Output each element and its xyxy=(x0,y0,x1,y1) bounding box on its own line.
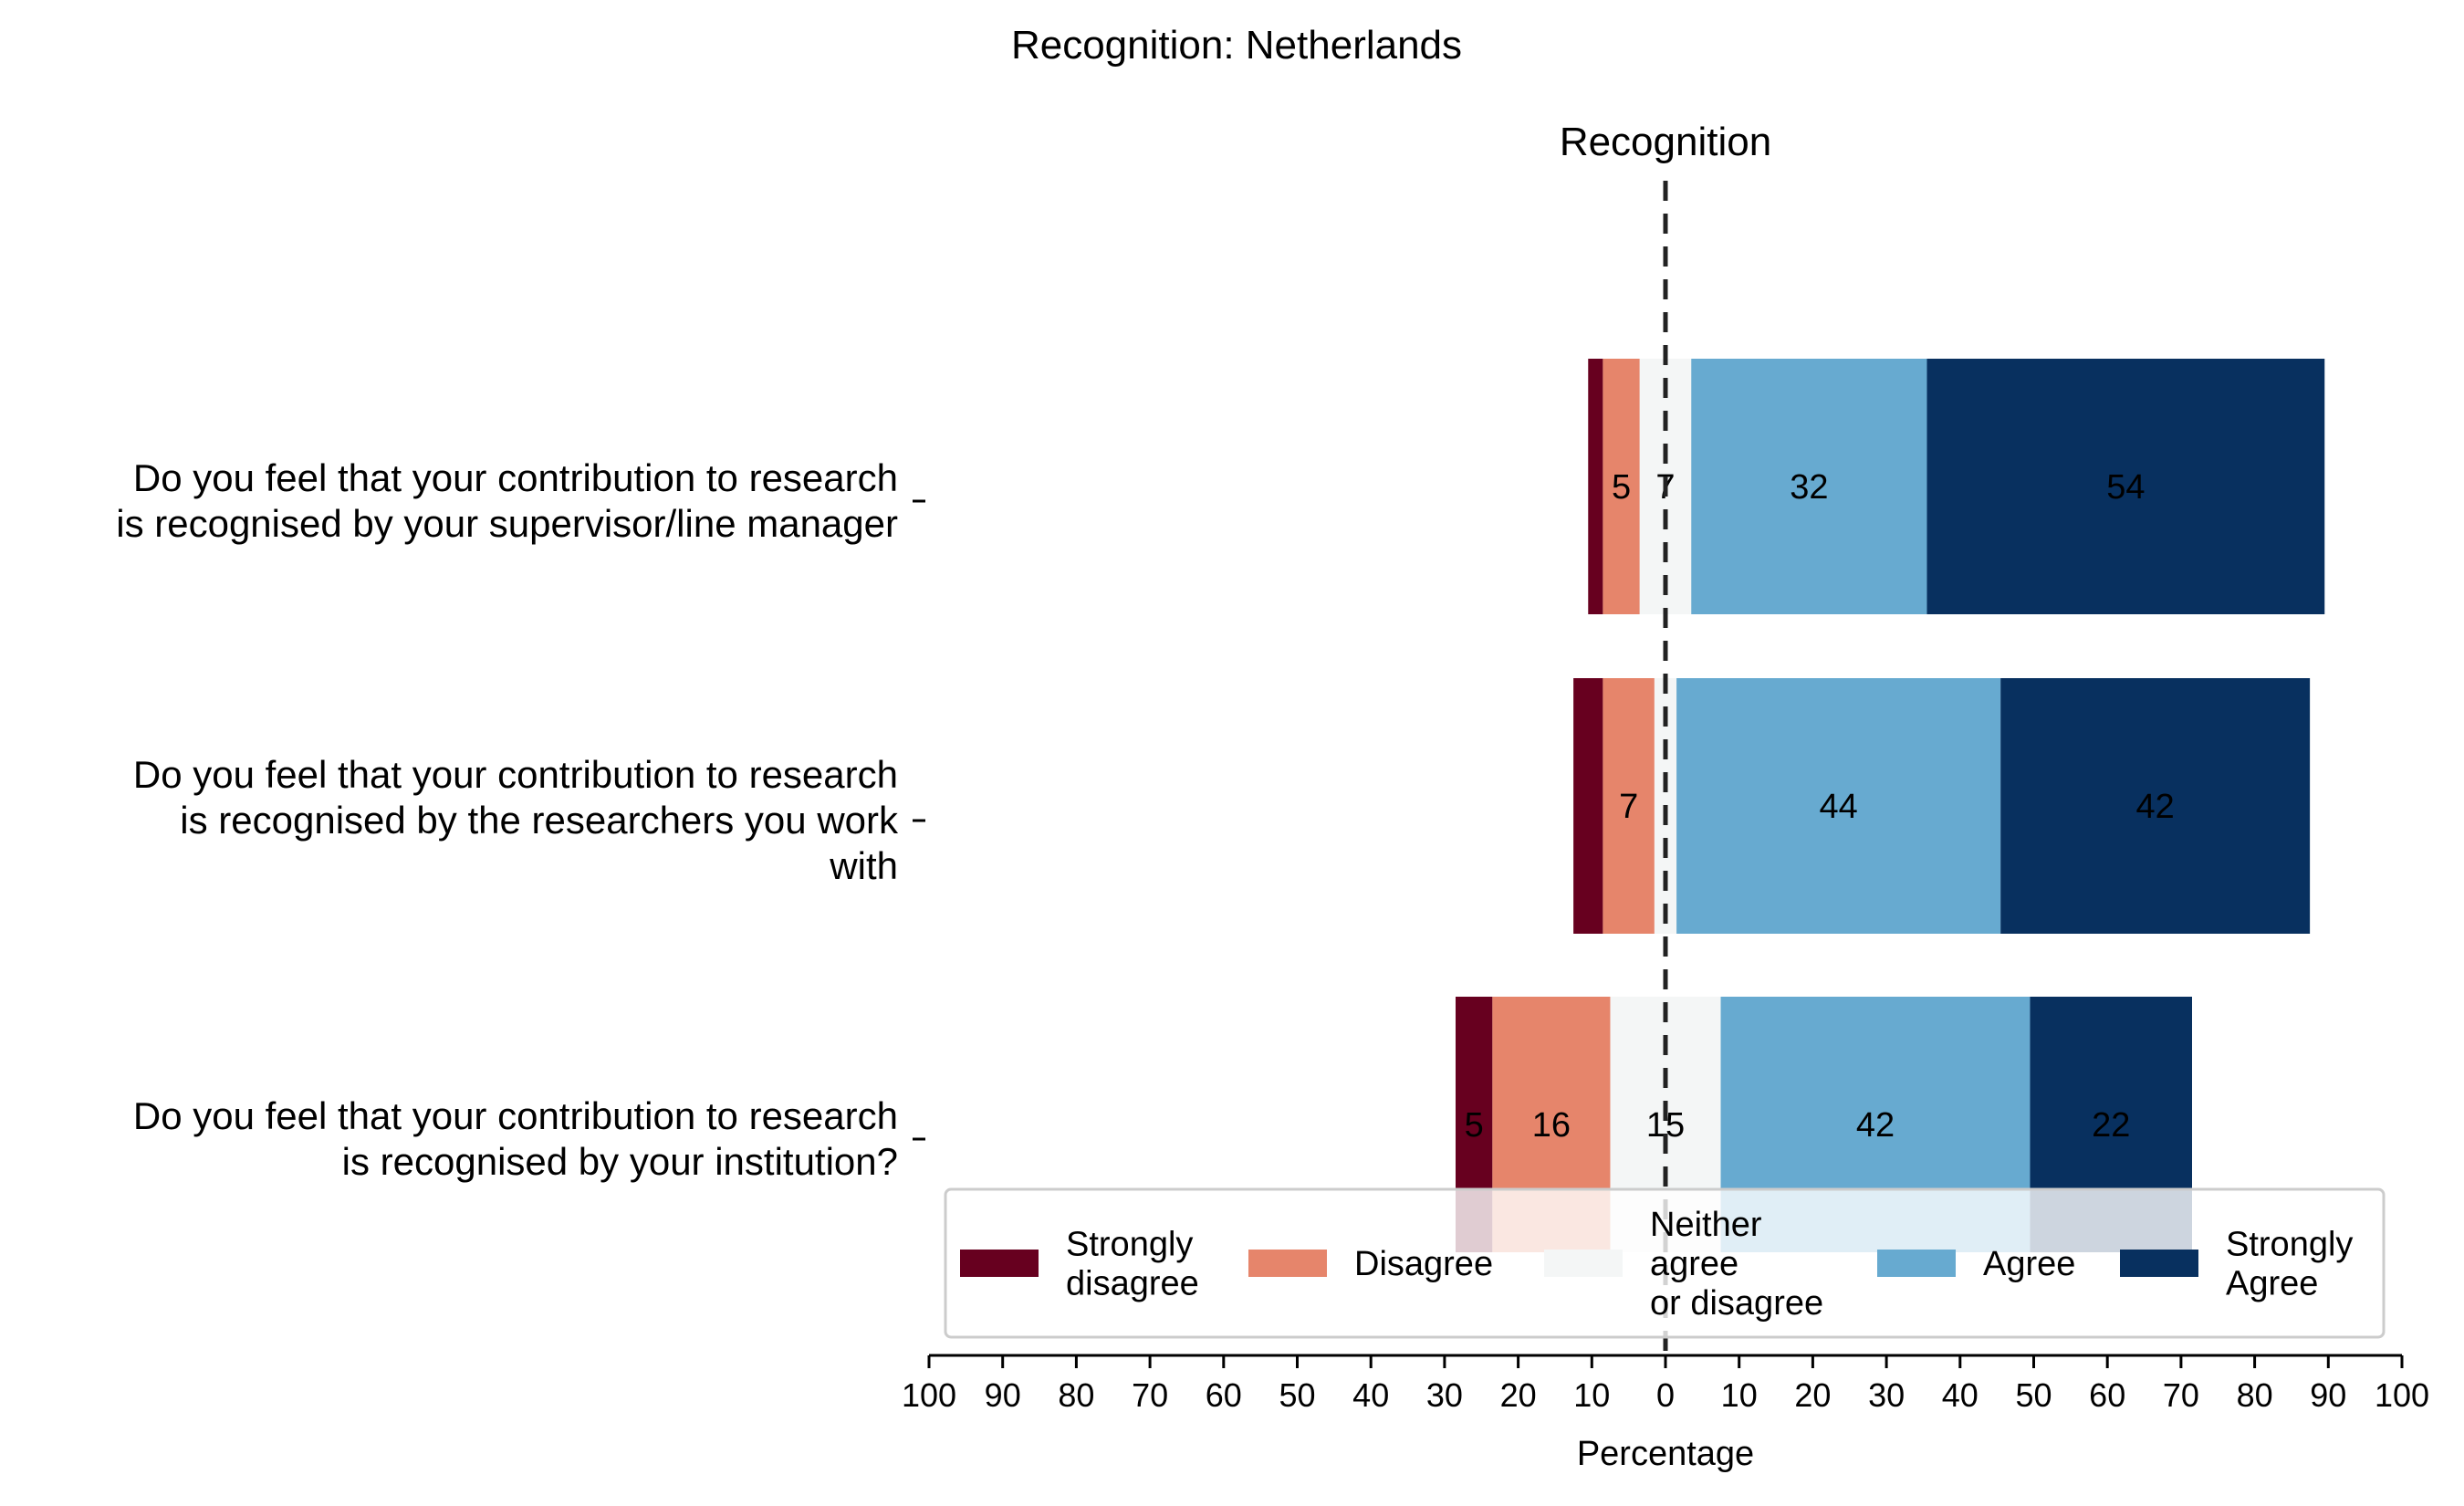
legend-entry: Neither agree or disagree xyxy=(1544,1206,1823,1323)
legend-entry: Agree xyxy=(1877,1245,2075,1283)
legend-swatch xyxy=(1544,1250,1623,1277)
x-tick-label: 60 xyxy=(2089,1376,2125,1414)
legend-entry: Strongly Agree xyxy=(2120,1226,2353,1303)
bar-value-label: 54 xyxy=(2106,468,2145,507)
x-tick-label: 40 xyxy=(1352,1376,1389,1414)
category-label: Do you feel that your contribution to re… xyxy=(116,456,898,545)
bar-value-label: 44 xyxy=(1820,788,1858,826)
bar-segment xyxy=(2000,678,2311,934)
legend-frame xyxy=(944,1187,2386,1339)
legend-swatch xyxy=(2120,1250,2198,1277)
x-tick-label: 10 xyxy=(1573,1376,1610,1414)
legend: Strongly disagree Disagree Neither agree or d… xyxy=(944,1187,2386,1339)
bar-segment xyxy=(1691,359,1927,614)
x-axis: 100 90 80 70 60 50 40 30 20 10 0 10 20 30 40 50 60 70 80 90… xyxy=(902,1354,2429,1414)
bar-value-label: 5 xyxy=(1465,1106,1484,1145)
bar-segment xyxy=(1573,678,1603,934)
x-tick-label: 80 xyxy=(1058,1376,1094,1414)
bar-value-label: 42 xyxy=(1856,1106,1895,1145)
bar-segment xyxy=(1588,359,1603,614)
category-label: Do you feel that your contribution to re… xyxy=(133,1094,898,1183)
legend-label: Disagree xyxy=(1354,1245,1493,1283)
x-tick-label: 30 xyxy=(1868,1376,1905,1414)
x-tick-label: 40 xyxy=(1942,1376,1979,1414)
x-tick-label: 20 xyxy=(1500,1376,1537,1414)
x-tick-label: 10 xyxy=(1721,1376,1758,1414)
x-tick-label: 100 xyxy=(902,1376,956,1414)
bar-value-label: 7 xyxy=(1619,788,1638,826)
legend-swatch xyxy=(960,1250,1039,1277)
bar-value-label: 5 xyxy=(1612,468,1631,507)
legend-swatch xyxy=(1877,1250,1956,1277)
chart-subtitle: Recognition xyxy=(1560,120,1771,164)
bars-group: 57325474442516154222 xyxy=(1456,359,2325,1252)
x-axis-label: Percentage xyxy=(1577,1435,1754,1473)
chart-title: Recognition: Netherlands xyxy=(1011,23,1462,68)
x-tick-label: 60 xyxy=(1206,1376,1242,1414)
legend-label: Strongly Agree xyxy=(2226,1226,2353,1303)
legend-label: Agree xyxy=(1983,1245,2075,1283)
x-tick-label: 70 xyxy=(2163,1376,2199,1414)
legend-swatch xyxy=(1248,1250,1327,1277)
x-tick-label: 70 xyxy=(1132,1376,1168,1414)
x-tick-label: 30 xyxy=(1426,1376,1463,1414)
bar-value-label: 42 xyxy=(2136,788,2175,826)
bar-value-label: 22 xyxy=(2092,1106,2130,1145)
y-axis: Do you feel that your contribution to re… xyxy=(116,456,925,1183)
bar-segment xyxy=(1603,359,1640,614)
bar-segment xyxy=(1926,359,2325,614)
x-tick-label: 50 xyxy=(2015,1376,2052,1414)
bar-segment xyxy=(1603,678,1655,934)
x-tick-label: 100 xyxy=(2375,1376,2429,1414)
bar-segment xyxy=(1676,678,2001,934)
legend-label: Neither agree or disagree xyxy=(1650,1206,1823,1323)
legend-label: Strongly disagree xyxy=(1066,1226,1199,1303)
legend-entry: Disagree xyxy=(1248,1245,1493,1283)
x-tick-label: 90 xyxy=(2310,1376,2346,1414)
x-tick-label: 20 xyxy=(1794,1376,1831,1414)
category-label: Do you feel that your contribution to re… xyxy=(133,753,899,887)
legend-entry: Strongly disagree xyxy=(960,1226,1199,1303)
x-tick-label: 50 xyxy=(1279,1376,1315,1414)
bar-value-label: 32 xyxy=(1790,468,1828,507)
x-tick-label: 80 xyxy=(2237,1376,2273,1414)
bar-value-label: 16 xyxy=(1532,1106,1571,1145)
x-tick-label: 0 xyxy=(1656,1376,1675,1414)
x-tick-label: 90 xyxy=(985,1376,1021,1414)
